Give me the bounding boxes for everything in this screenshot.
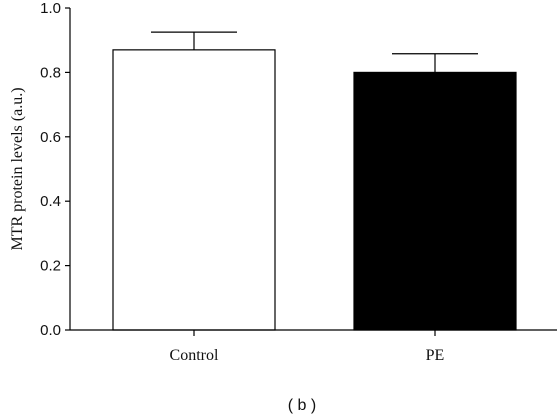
y-tick-label: 0.0 [40,322,61,339]
error-bars-group [151,31,478,73]
x-tick-label-pe: PE [426,347,445,364]
y-tick-label: 0.4 [40,193,61,210]
y-tick-label: 0.8 [40,64,61,81]
bars-group [112,49,517,331]
x-tick-label-control: Control [170,347,219,364]
x-ticks-group: Control PE [170,330,445,364]
panel-label: ( b ) [288,397,316,414]
bar-pe [353,71,517,331]
y-tick-label: 0.2 [40,258,61,275]
bar-control [112,49,276,331]
y-tick-label: 0.6 [40,129,61,146]
y-axis-label: MTR protein levels (a.u.) [9,87,26,250]
y-ticks-group: 0.0 0.2 0.4 0.6 0.8 1.0 [40,0,70,339]
y-tick-label: 1.0 [40,0,61,17]
